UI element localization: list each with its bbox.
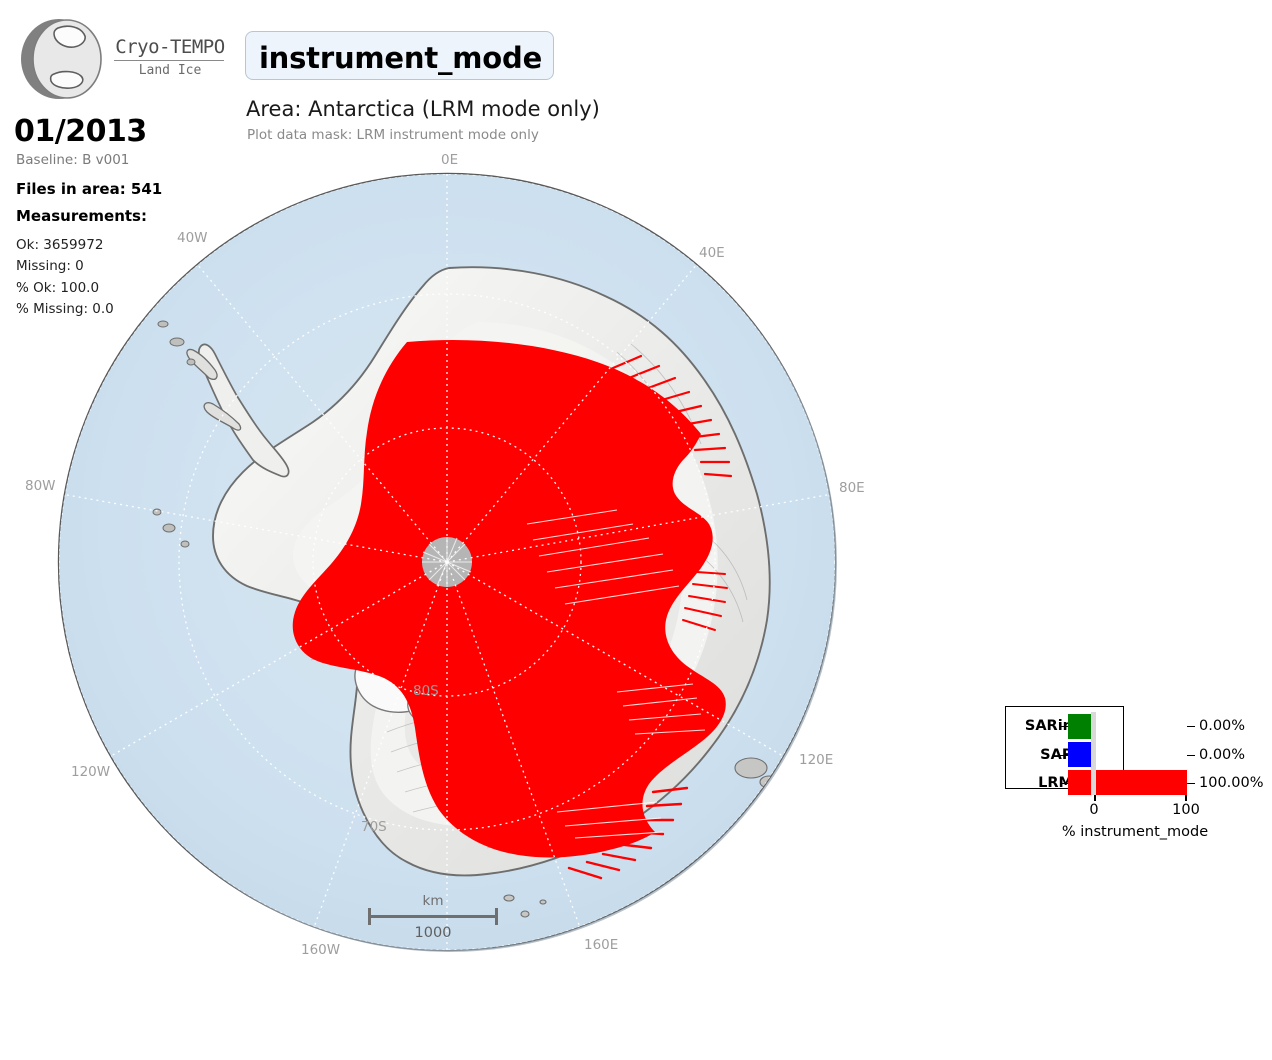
logo-title: Cryo-TEMPO [115,36,225,58]
lon-label-160e: 160E [584,937,619,953]
chart-swatch-sarin [1068,714,1091,739]
scale-bar-cap-left [368,908,371,925]
cryo-tempo-logo [18,16,106,102]
chart-value-tick-sar [1187,754,1195,757]
globe-crescent-icon [21,19,102,99]
parameter-title-box: instrument_mode [245,31,554,80]
instrument-mode-bar-chart[interactable]: SARin 0.00% SAR 0.00% LRM 100.00% 0 100 … [1005,706,1265,846]
chart-xlabel-100: 100 [1172,802,1200,818]
chart-xtick-0 [1094,795,1096,801]
chart-swatch-sar [1068,742,1091,767]
lon-label-120e: 120E [799,752,834,768]
lon-label-0e: 0E [441,152,459,168]
chart-swatch-lrm [1068,770,1091,795]
date-label: 01/2013 [14,114,147,149]
lon-label-120w: 120W [71,764,111,780]
baseline-label: Baseline: B v001 [16,152,130,168]
lat-label-70s: 70S [361,819,387,835]
chart-value-sar: 0.00% [1199,747,1246,763]
files-in-area-label: Files in area: 541 [16,180,163,198]
lon-label-80e: 80E [839,480,865,496]
chart-value-lrm: 100.00% [1199,775,1264,791]
graticule [59,174,835,950]
scale-bar-cap-right [495,908,498,925]
lat-label-80s: 80S [413,683,439,699]
lon-label-40e: 40E [699,245,725,261]
chart-zero-gutter [1091,712,1096,795]
measurement-pct-missing: % Missing: 0.0 [16,301,114,317]
antarctica-polar-map[interactable]: 80S 70S [57,172,837,952]
chart-xlabel-0: 0 [1089,802,1099,818]
logo-divider [114,60,224,61]
chart-plot-area [1005,706,1124,789]
chart-bars-layer [1068,712,1187,795]
measurements-heading: Measurements: [16,207,147,225]
mask-subtitle: Plot data mask: LRM instrument mode only [247,127,539,143]
measurement-pct-ok: % Ok: 100.0 [16,280,100,296]
lon-label-160w: 160W [301,942,341,958]
scale-bar-line [368,915,498,918]
chart-ytick-lrm: LRM [1038,775,1073,791]
chart-axis-title: % instrument_mode [1061,824,1209,840]
logo-subtitle: Land Ice [138,63,202,78]
chart-ytick-sarin: SARin [1024,718,1073,734]
page-title: instrument_mode [258,41,543,75]
chart-value-tick-lrm [1187,782,1195,785]
chart-ytick-sar: SAR [1040,747,1073,763]
chart-ytick-mark-sarin [1060,725,1068,728]
measurement-ok: Ok: 3659972 [16,237,104,253]
measurement-missing: Missing: 0 [16,258,84,274]
chart-ytick-mark-sar [1060,754,1068,757]
logo-wordmark: Cryo-TEMPO Land Ice [110,36,230,79]
lon-label-40w: 40W [177,230,208,246]
chart-value-tick-sarin [1187,725,1195,728]
chart-ytick-mark-lrm [1060,782,1068,785]
scale-bar-length: 1000 [414,925,452,941]
lrm-data-overlay [292,340,733,880]
lon-label-80w: 80W [25,478,56,494]
scale-bar-unit: km [422,893,444,909]
chart-value-sarin: 0.00% [1199,718,1246,734]
chart-bar-lrm [1096,770,1187,795]
map-scale-bar: km 1000 [366,893,500,945]
area-title: Area: Antarctica (LRM mode only) [246,97,600,121]
chart-xtick-100 [1185,795,1187,801]
